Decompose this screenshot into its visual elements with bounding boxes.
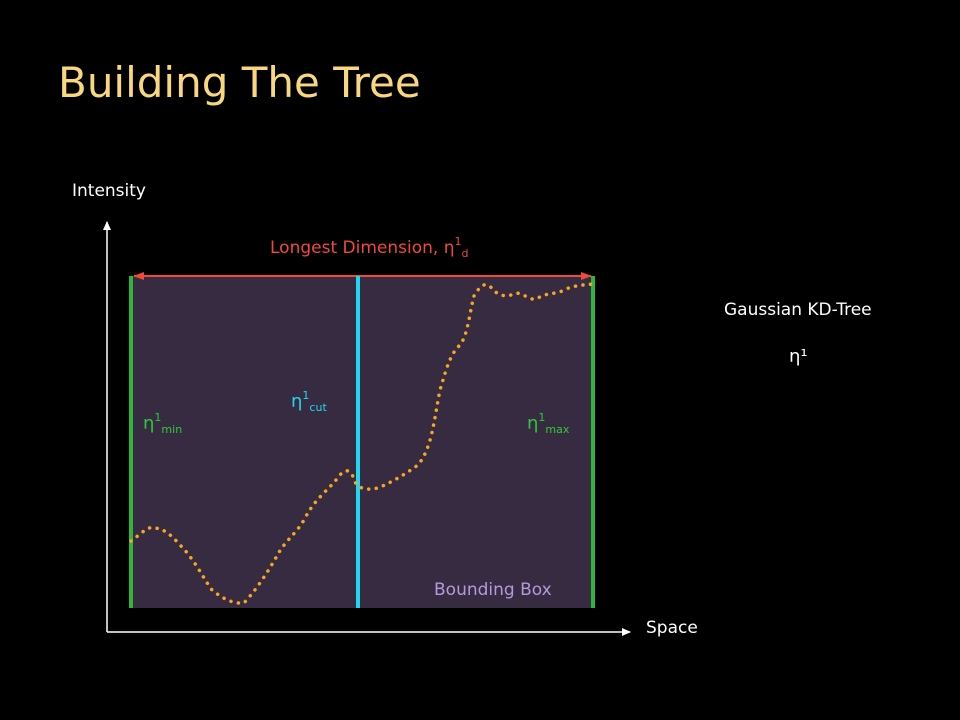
x-axis-label: Space [646,618,698,638]
eta-max-sup: 1 [538,411,546,424]
bounding-box [131,276,593,608]
longest-dimension-sub: d [461,247,469,260]
eta-max-sub: max [545,423,570,436]
eta-max-label: η1max [527,412,570,436]
slide-title: Building The Tree [58,58,421,107]
longest-dimension-sup: 1 [454,235,462,248]
eta-cut-base: η [291,391,303,412]
eta-cut-sup: 1 [302,389,310,402]
kd-tree-root-node: η¹ [789,346,808,367]
kd-tree-title: Gaussian KD-Tree [724,300,872,320]
longest-dimension-text: Longest Dimension, η [270,238,455,258]
bounding-box-label: Bounding Box [434,580,552,600]
y-axis-label: Intensity [72,181,146,201]
eta-max-base: η [527,413,539,434]
eta-min-sup: 1 [154,411,162,424]
eta-min-sub: min [161,423,183,436]
longest-dimension-label: Longest Dimension, η1d [270,236,469,260]
eta-min-base: η [143,413,155,434]
eta-cut-label: η1cut [291,390,327,414]
signal-curve [129,282,595,605]
eta-min-label: η1min [143,412,183,436]
eta-cut-sub: cut [309,401,327,414]
